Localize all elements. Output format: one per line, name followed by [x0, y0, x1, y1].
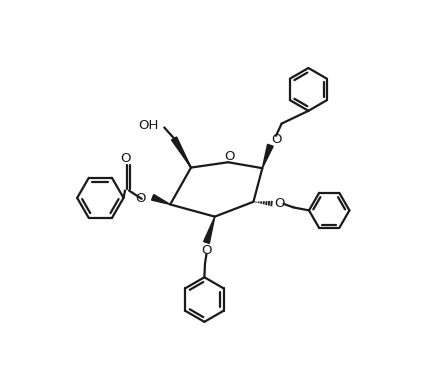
Text: OH: OH: [138, 119, 159, 132]
Polygon shape: [262, 144, 273, 168]
Text: O: O: [271, 133, 281, 146]
Text: O: O: [135, 192, 146, 205]
Polygon shape: [171, 137, 191, 168]
Text: O: O: [120, 152, 130, 165]
Text: O: O: [275, 197, 285, 210]
Text: O: O: [224, 150, 234, 163]
Polygon shape: [204, 217, 215, 244]
Text: O: O: [201, 244, 212, 257]
Polygon shape: [151, 195, 170, 205]
